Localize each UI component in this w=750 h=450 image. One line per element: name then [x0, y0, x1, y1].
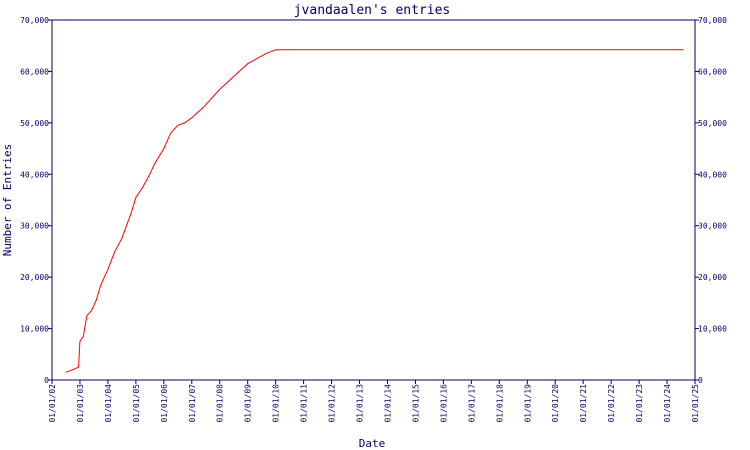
y-tick-label-left: 20,000 [20, 273, 49, 282]
x-tick-label: 01/01/21 [579, 384, 588, 423]
x-tick-label: 01/01/05 [132, 384, 141, 423]
x-tick-label: 01/01/24 [663, 384, 672, 423]
x-tick-label: 01/01/11 [300, 384, 309, 423]
x-tick-label: 01/01/14 [383, 384, 392, 423]
x-tick-label: 01/01/15 [411, 384, 420, 423]
y-tick-label-right: 20,000 [698, 273, 727, 282]
plot-frame [51, 19, 696, 381]
y-tick-label-right: 60,000 [698, 67, 727, 76]
y-tick-label-right: 10,000 [698, 325, 727, 334]
y-tick-label-left: 70,000 [20, 16, 49, 25]
right-axis: 0 10,000 20,000 30,000 40,000 50,000 60,000 70,… [695, 16, 727, 385]
x-tick-label: 01/01/18 [495, 384, 504, 423]
y-tick-label-right: 40,000 [698, 170, 727, 179]
y-tick-label-right: 50,000 [698, 119, 727, 128]
x-tick-label: 01/01/03 [76, 384, 85, 423]
y-axis-title: Number of Entries [1, 144, 14, 257]
x-axis: 01/01/02 01/01/03 01/01/04 01/01/05 01/01/06… [48, 380, 700, 423]
x-axis-title: Date [359, 437, 386, 450]
x-tick-label: 01/01/25 [691, 384, 700, 423]
x-tick-label: 01/01/10 [272, 384, 281, 423]
x-tick-label: 01/01/20 [551, 384, 560, 423]
x-tick-label: 01/01/07 [188, 384, 197, 423]
x-tick-label: 01/01/23 [635, 384, 644, 423]
x-tick-label: 01/01/12 [328, 384, 337, 423]
y-tick-label-left: 60,000 [20, 67, 49, 76]
y-tick-label-right: 0 [698, 376, 703, 385]
y-tick-label-right: 30,000 [698, 222, 727, 231]
y-tick-label-left: 0 [44, 376, 49, 385]
x-tick-label: 01/01/19 [523, 384, 532, 423]
y-tick-label-left: 10,000 [20, 325, 49, 334]
y-tick-label-right: 70,000 [698, 16, 727, 25]
x-tick-label: 01/01/09 [244, 384, 253, 423]
x-tick-label: 01/01/02 [48, 384, 57, 423]
series-line [65, 49, 684, 373]
x-tick-label: 01/01/22 [607, 384, 616, 423]
x-tick-label: 01/01/16 [439, 384, 448, 423]
x-tick-label: 01/01/13 [356, 384, 365, 423]
x-tick-label: 01/01/06 [160, 384, 169, 423]
y-tick-label-left: 40,000 [20, 170, 49, 179]
x-tick-label: 01/01/17 [467, 384, 476, 423]
chart-title: jvandaalen's entries [294, 3, 451, 18]
y-tick-label-left: 30,000 [20, 222, 49, 231]
x-tick-label: 01/01/04 [104, 384, 113, 423]
left-axis: 0 10,000 20,000 30,000 40,000 50,000 60,000 70,… [20, 16, 52, 385]
x-tick-label: 01/01/08 [216, 384, 225, 423]
y-tick-label-left: 50,000 [20, 119, 49, 128]
